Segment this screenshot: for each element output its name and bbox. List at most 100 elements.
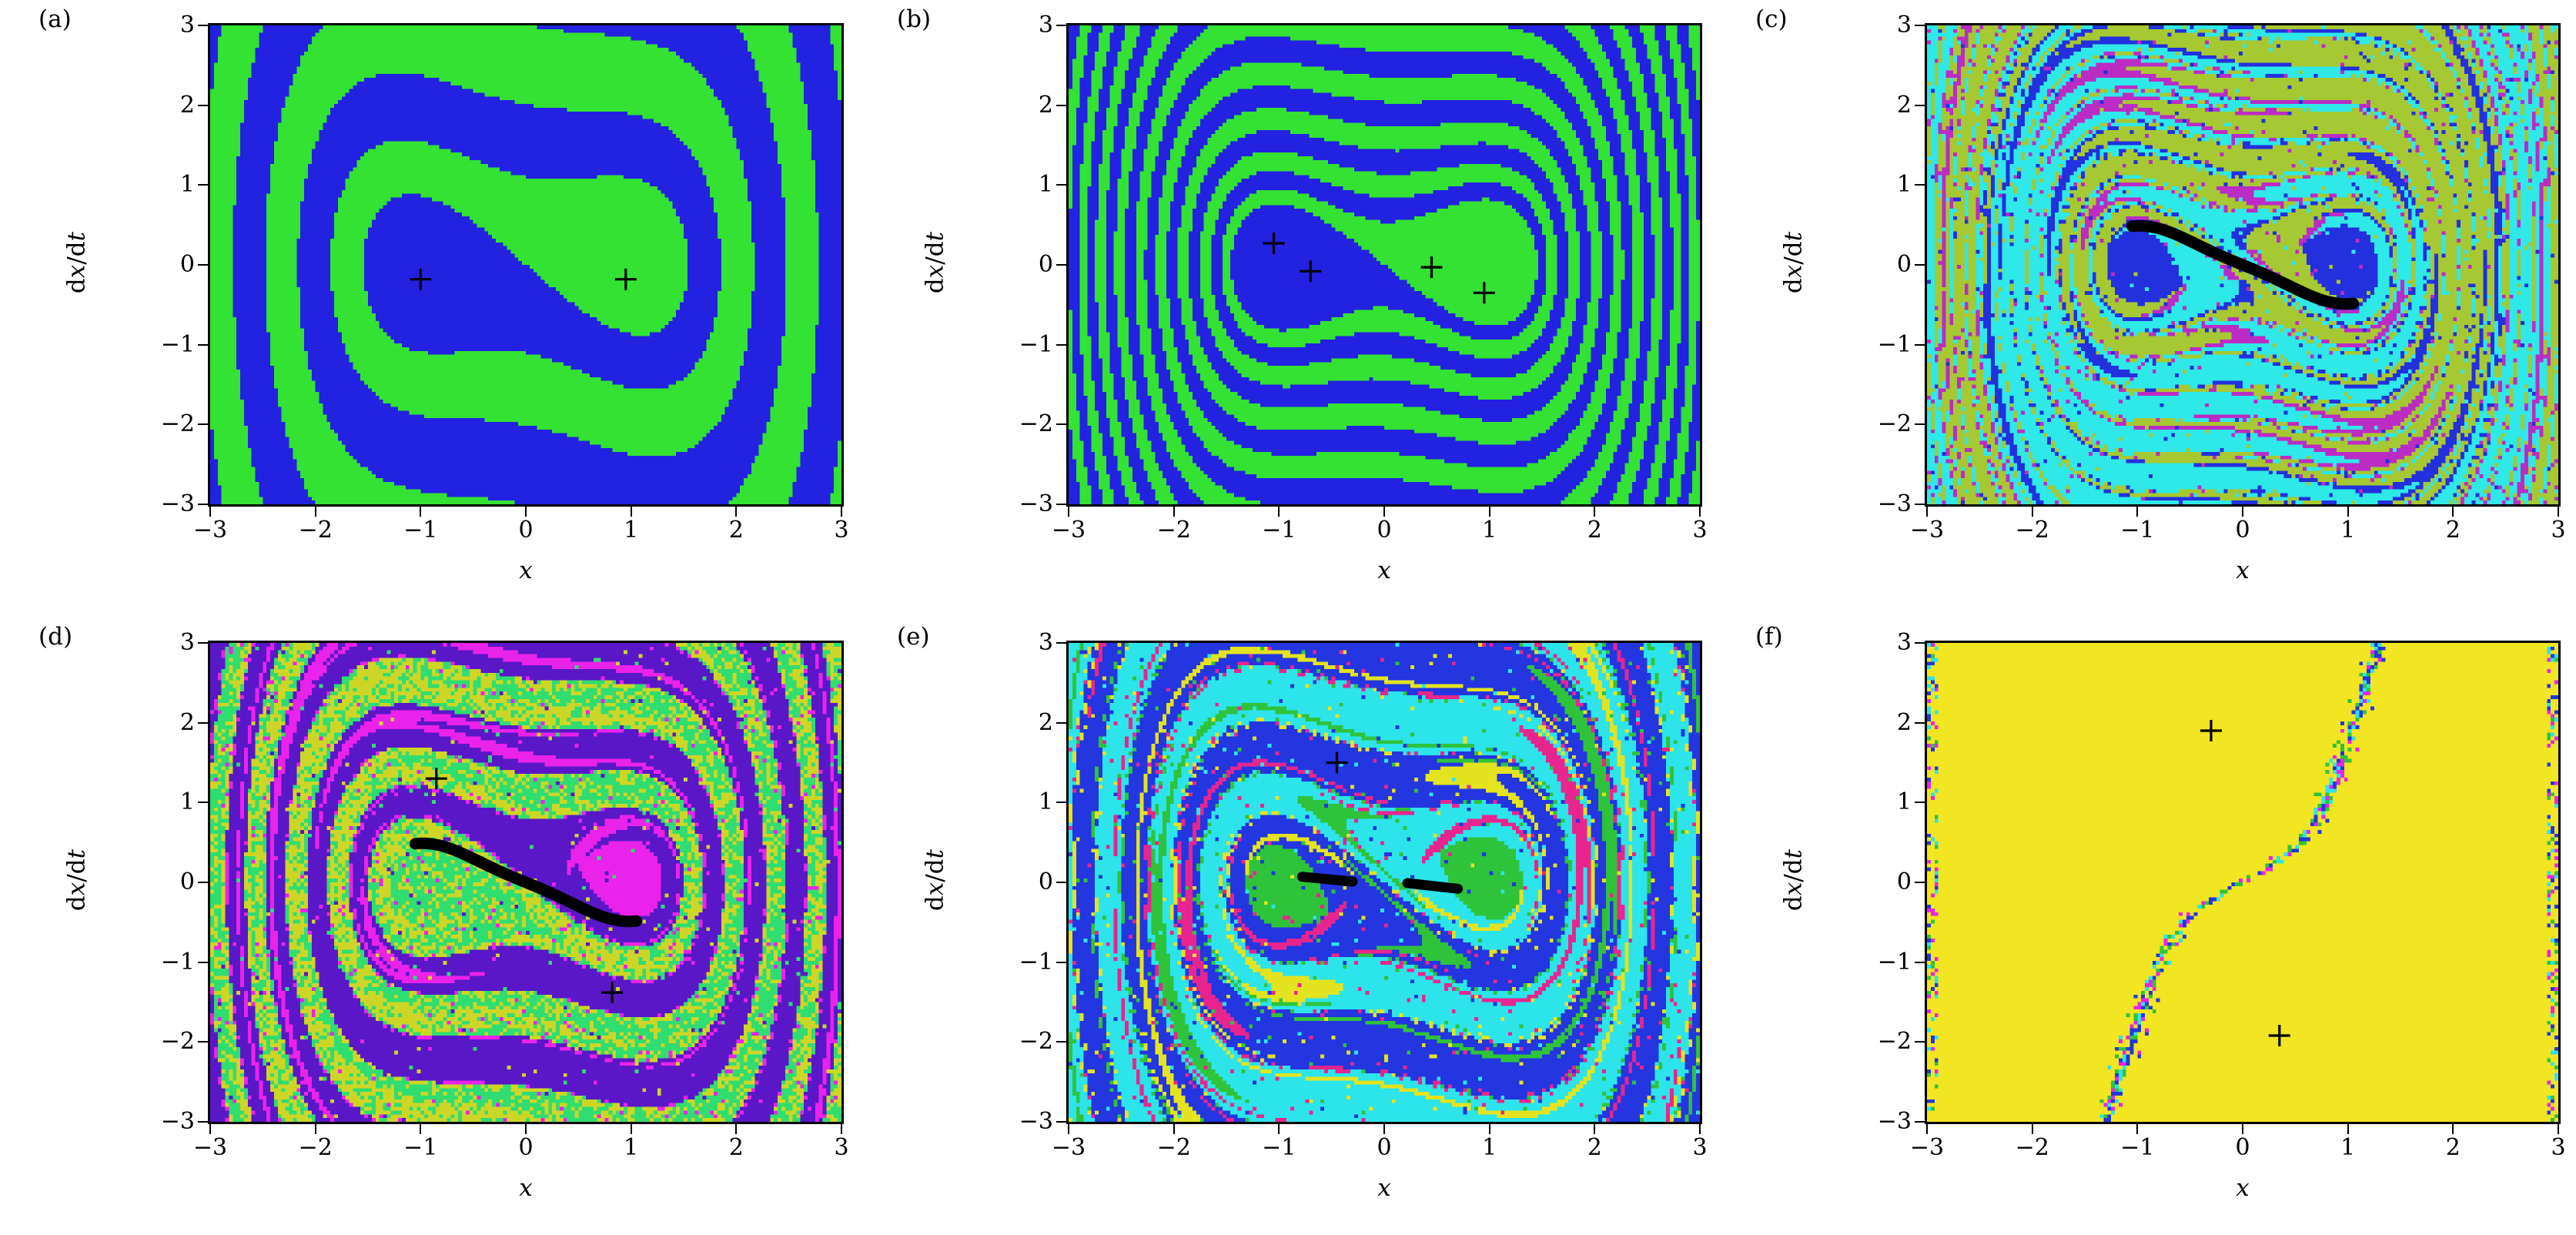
- y-tick-mark: [1056, 104, 1066, 106]
- plot-area: [1915, 23, 2561, 517]
- y-tick-mark: [198, 264, 208, 266]
- x-tick-label: 3: [2551, 517, 2566, 544]
- x-tick-mark: [2558, 507, 2559, 517]
- y-axis-label: dx/dt: [1779, 232, 1808, 293]
- y-axis-label-part: /: [1779, 874, 1808, 882]
- y-axis-label-part: /: [921, 874, 949, 882]
- x-tick-label: −2: [298, 517, 333, 544]
- y-axis-label-part: x: [921, 264, 949, 279]
- panel-label: (f): [1755, 623, 1783, 651]
- x-tick-label: 3: [834, 1134, 849, 1161]
- x-tick-mark: [1278, 1124, 1280, 1134]
- fixed-point-marker: [2268, 1025, 2290, 1046]
- x-tick-mark: [735, 1124, 738, 1134]
- x-tick-mark: [1594, 507, 1596, 517]
- y-tick-mark: [198, 104, 208, 106]
- x-tick-mark: [2136, 507, 2139, 517]
- y-tick-label: −2: [1877, 1028, 1912, 1056]
- y-axis-label-part: t: [62, 231, 91, 242]
- x-tick-label: −3: [1051, 1134, 1086, 1161]
- y-tick-mark: [198, 343, 208, 346]
- fixed-point-marker: [601, 982, 624, 1004]
- y-tick-label: −1: [1019, 948, 1053, 976]
- y-tick-label: 0: [179, 251, 195, 278]
- y-tick-label: −3: [1877, 490, 1912, 517]
- y-tick-mark: [1915, 802, 1925, 804]
- plot-overlay: [2126, 219, 2359, 310]
- x-tick-mark: [2031, 507, 2033, 517]
- y-tick-mark: [1056, 882, 1066, 883]
- y-tick-mark: [1056, 423, 1066, 426]
- x-tick-label: 0: [518, 517, 534, 544]
- plot-overlay: [1296, 751, 1464, 894]
- fixed-point-marker: [1263, 233, 1285, 254]
- y-axis-label: dx/dt: [921, 849, 949, 911]
- x-axis-label: x: [1377, 1174, 1391, 1202]
- x-tick-label: −1: [1262, 1134, 1296, 1161]
- x-tick-label: 1: [2340, 517, 2356, 544]
- y-tick-mark: [1915, 882, 1925, 883]
- chaotic-attractor-curve: [2126, 219, 2359, 310]
- plot-area: [1056, 641, 1702, 1134]
- y-tick-label: −2: [1019, 410, 1053, 438]
- x-tick-mark: [1383, 507, 1385, 517]
- y-tick-mark: [198, 25, 208, 26]
- y-tick-mark: [1915, 25, 1925, 26]
- x-tick-label: 2: [728, 1134, 744, 1161]
- y-tick-mark: [1056, 802, 1066, 804]
- panel-label: (c): [1755, 5, 1788, 33]
- x-tick-mark: [314, 1124, 316, 1134]
- y-tick-mark: [1056, 343, 1066, 346]
- y-tick-label: 3: [1896, 12, 1912, 38]
- x-tick-mark: [420, 507, 422, 517]
- y-tick-label: 0: [1038, 869, 1053, 895]
- x-tick-mark: [2347, 1124, 2349, 1134]
- x-axis-label: x: [519, 557, 533, 584]
- x-tick-mark: [2031, 1124, 2033, 1134]
- x-tick-mark: [209, 1124, 211, 1134]
- x-tick-label: 2: [2445, 1134, 2461, 1161]
- y-axis-label-part: t: [1779, 848, 1808, 859]
- x-tick-mark: [2452, 1124, 2454, 1134]
- y-tick-mark: [1915, 504, 1925, 505]
- y-tick-mark: [1056, 961, 1066, 963]
- y-axis-label-part: d: [1779, 895, 1808, 912]
- y-axis-label-part: /: [1779, 256, 1808, 265]
- x-tick-mark: [1173, 1124, 1175, 1134]
- y-tick-mark: [1915, 961, 1925, 963]
- y-tick-mark: [198, 423, 208, 426]
- x-tick-label: 1: [624, 1134, 639, 1161]
- x-tick-mark: [1699, 507, 1701, 517]
- y-tick-mark: [1056, 25, 1066, 26]
- y-axis-label-part: x: [921, 882, 949, 896]
- panel-label: (e): [897, 623, 930, 651]
- y-tick-label: 1: [1038, 788, 1053, 816]
- y-tick-mark: [1915, 1121, 1925, 1123]
- y-axis-label: dx/dt: [62, 849, 91, 911]
- x-tick-label: −2: [2015, 1134, 2049, 1161]
- plot-overlay: [410, 768, 642, 1004]
- y-tick-mark: [1056, 721, 1066, 724]
- x-tick-label: 1: [1482, 1134, 1497, 1161]
- y-tick-mark: [1056, 264, 1066, 266]
- x-tick-label: 0: [2235, 517, 2250, 544]
- y-axis-label-part: /: [62, 256, 91, 265]
- x-tick-mark: [1383, 1124, 1385, 1134]
- x-tick-label: 3: [2551, 1134, 2566, 1161]
- y-tick-label: −2: [160, 1028, 195, 1056]
- x-tick-mark: [420, 1124, 422, 1134]
- x-tick-mark: [525, 507, 527, 517]
- y-tick-mark: [198, 1041, 208, 1043]
- x-tick-label: −2: [1156, 517, 1191, 544]
- y-tick-label: −3: [160, 1108, 195, 1135]
- x-tick-mark: [314, 507, 316, 517]
- y-tick-label: 0: [1896, 251, 1912, 278]
- x-tick-mark: [1699, 1124, 1701, 1134]
- plot-overlay: [410, 268, 637, 290]
- y-axis-label-part: d: [62, 858, 91, 875]
- y-tick-label: −2: [160, 410, 195, 438]
- y-tick-mark: [1915, 104, 1925, 106]
- y-tick-mark: [1915, 343, 1925, 346]
- y-axis-label-part: x: [62, 264, 91, 279]
- x-tick-mark: [841, 1124, 842, 1134]
